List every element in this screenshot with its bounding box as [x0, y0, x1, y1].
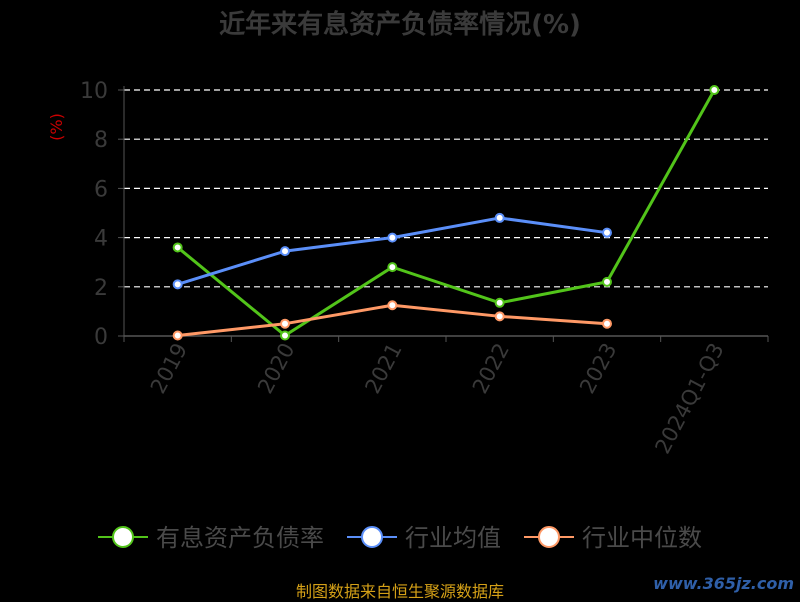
y-tick-label: 2 [94, 276, 108, 301]
data-point [280, 246, 290, 257]
data-point [494, 311, 505, 322]
x-tick-label: 2022 [468, 339, 514, 397]
grid-lines [124, 89, 768, 288]
data-point [387, 300, 398, 311]
y-tick-label: 0 [94, 325, 108, 350]
data-point [387, 262, 398, 273]
y-tick-labels: 0 2 4 6 8 10 [80, 79, 108, 350]
x-tick-label: 2024Q1-Q3 [650, 339, 728, 458]
x-tick-label: 2020 [253, 339, 299, 397]
series-lines [172, 85, 720, 341]
x-tick-label: 2023 [575, 339, 621, 397]
x-tick-label: 2019 [146, 339, 192, 397]
series-line-0 [176, 89, 716, 338]
data-point [172, 279, 183, 290]
data-point [602, 318, 612, 329]
data-point [172, 242, 183, 253]
legend-label: 行业中位数 [582, 524, 702, 552]
x-tick-label: 2021 [360, 339, 406, 397]
x-tick-labels: 2019 2020 2021 2022 2023 2024Q1-Q3 [146, 339, 729, 458]
y-axis-label: (%) [47, 113, 66, 141]
legend-label: 有息资产负债率 [156, 524, 324, 552]
chart-title: 近年来有息资产负债率情况(%) [219, 10, 581, 40]
data-point [172, 330, 183, 341]
data-point [280, 318, 290, 329]
data-point [709, 85, 720, 95]
data-point [602, 276, 612, 287]
legend-label: 行业均值 [405, 524, 501, 552]
data-point [387, 232, 398, 243]
legend-marker [112, 526, 134, 548]
y-tick-label: 6 [94, 177, 108, 202]
data-point [494, 297, 505, 308]
watermark: www.365jz.com [653, 574, 794, 593]
y-tick-label: 10 [80, 79, 108, 104]
y-tick-label: 8 [94, 128, 108, 153]
series-line-1 [177, 216, 608, 286]
legend-marker [361, 526, 383, 548]
data-point [280, 330, 290, 341]
source-note: 制图数据来自恒生聚源数据库 [295, 582, 504, 601]
data-point [494, 212, 505, 223]
axes [118, 86, 769, 342]
y-tick-label: 4 [94, 227, 108, 252]
legend-marker [538, 526, 560, 548]
legend: 有息资产负债率 行业均值 行业中位数 [98, 524, 702, 552]
data-point [602, 227, 612, 238]
